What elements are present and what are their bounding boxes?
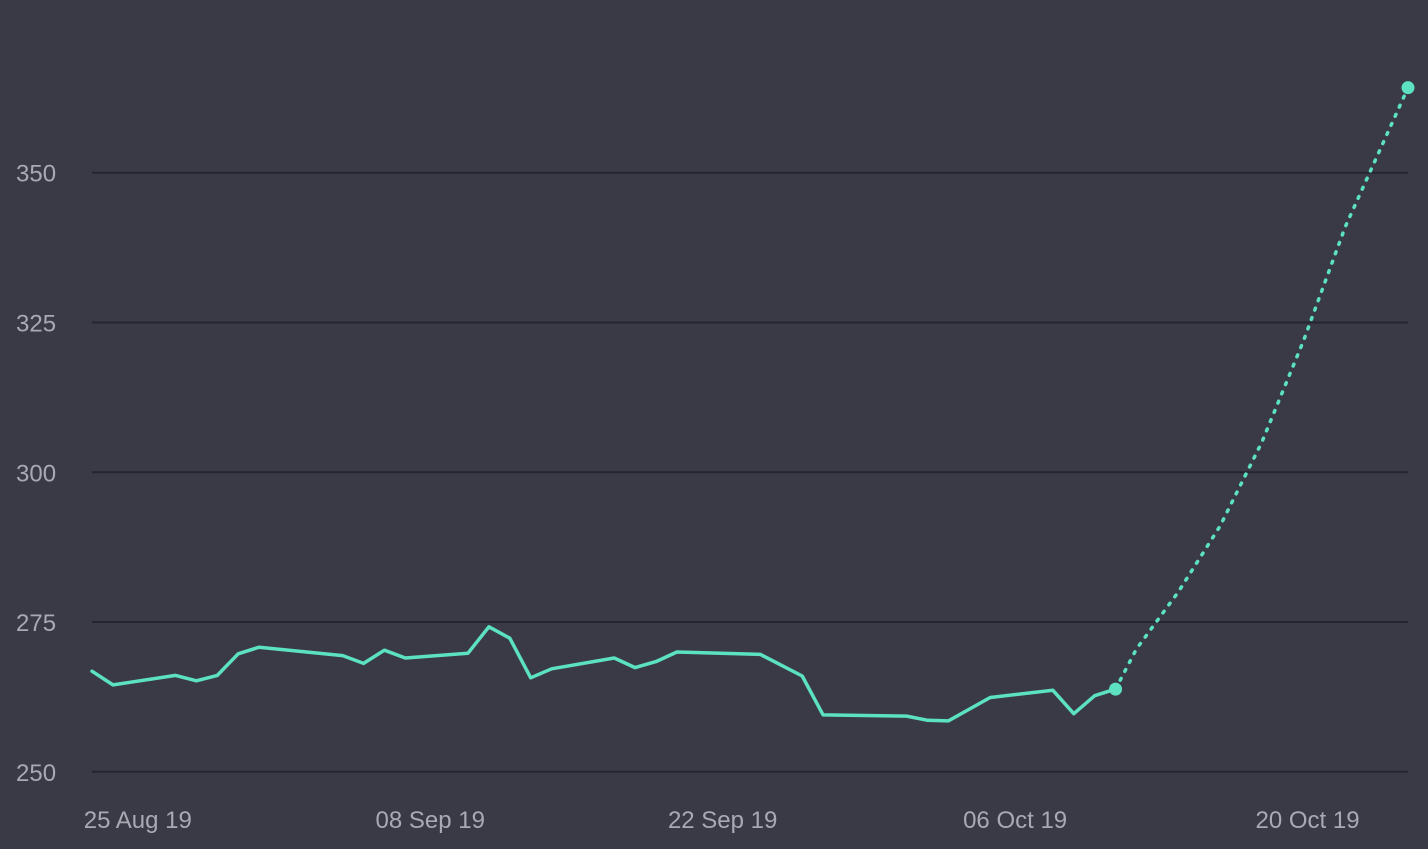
forecast-start-point[interactable] [1109,682,1123,696]
y-axis: 250 275 300 325 350 [16,161,56,787]
y-tick-label: 250 [16,760,56,787]
price-series-line [90,625,1118,723]
x-tick-label: 06 Oct 19 [963,807,1067,834]
y-tick-label: 275 [16,610,56,637]
x-tick-label: 22 Sep 19 [668,807,777,834]
x-tick-label: 08 Sep 19 [376,807,485,834]
forecast-end-point[interactable] [1401,81,1415,95]
x-axis: 25 Aug 19 08 Sep 19 22 Sep 19 06 Oct 19 20 O… [84,807,1360,834]
x-tick-label: 25 Aug 19 [84,807,192,834]
series-layer [90,85,1410,723]
y-tick-label: 350 [16,161,56,188]
grid [92,171,1408,773]
x-tick-label: 20 Oct 19 [1256,807,1360,834]
points-layer [1109,81,1415,696]
forecast-series-line [1113,85,1410,691]
y-tick-label: 300 [16,460,56,487]
y-tick-label: 325 [16,311,56,338]
